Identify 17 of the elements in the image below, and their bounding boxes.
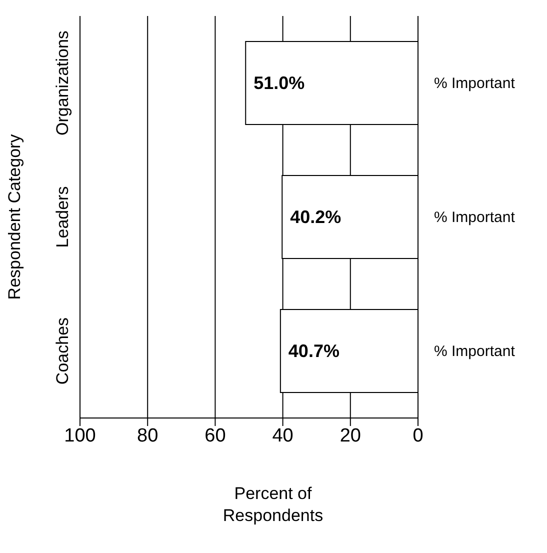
y-axis-title: Respondent Category <box>5 134 24 300</box>
text: % Important <box>434 342 515 360</box>
y-tick-label: Leaders <box>53 186 72 248</box>
x-tick-label: 60 <box>204 425 226 446</box>
series-label: % Important <box>434 74 516 92</box>
data-label: 40.7% <box>288 340 340 361</box>
x-tick-label: 80 <box>137 425 158 446</box>
x-tick-label: 100 <box>64 425 96 446</box>
y-tick-label: Coaches <box>53 317 72 385</box>
x-tick-label: 40 <box>272 425 294 446</box>
x-tick-label: 20 <box>340 425 361 446</box>
x-axis-title: Percent of Respondents <box>222 483 324 527</box>
data-label: 51.0% <box>254 72 305 93</box>
x-tick-label: 0 <box>412 425 424 446</box>
data-label: 40.2% <box>290 206 342 227</box>
y-tick-label: Organizations <box>53 30 72 136</box>
text: % Important <box>434 208 515 226</box>
